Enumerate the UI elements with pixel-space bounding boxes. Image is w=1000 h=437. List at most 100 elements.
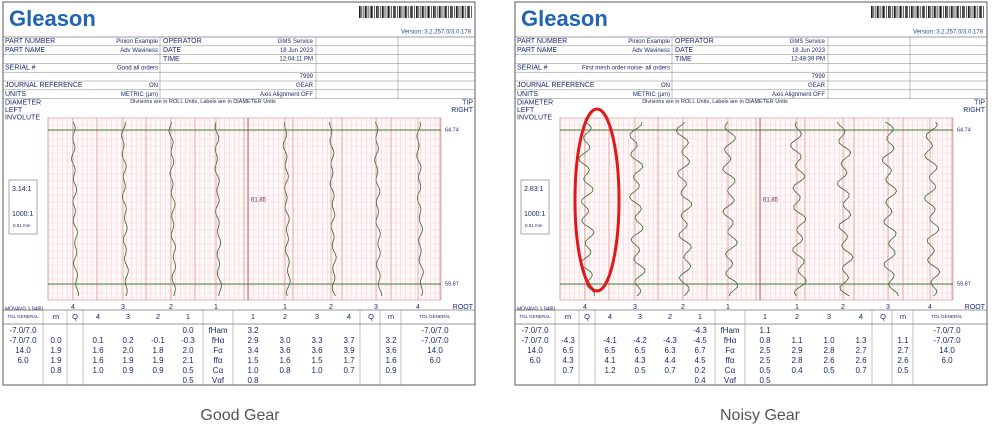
table-cell: 0.7 — [343, 366, 355, 375]
header-cell: DATE — [163, 47, 181, 54]
barcode-bar — [454, 6, 455, 18]
table-cell: 2.0 — [182, 346, 194, 355]
table-header: m — [53, 312, 59, 321]
header-cell: DATE — [675, 47, 693, 54]
barcode-bar — [412, 6, 413, 18]
barcode-bar — [971, 6, 973, 18]
table-cell: 0.5 — [634, 366, 646, 375]
version: Version :3.2.257.0/3.0.178 — [913, 30, 984, 36]
table-cell: 0.9 — [152, 366, 164, 375]
barcode-bar — [909, 6, 910, 18]
scale-box — [520, 179, 550, 235]
table-cell: 1.0 — [311, 366, 323, 375]
barcode-bar — [886, 6, 887, 18]
diameter-label: 64.74 — [957, 127, 971, 133]
logo: Gleason — [521, 6, 608, 31]
table-cell: 3.2 — [247, 326, 259, 335]
table-cell: -7.0/7.0 — [933, 336, 961, 345]
table-cell: 1.6 — [92, 346, 104, 355]
table-cell: -7.0/7.0 — [521, 326, 549, 335]
table-cell: 1.0 — [92, 366, 104, 375]
table-header: 3 — [315, 312, 319, 321]
barcode-bar — [918, 6, 920, 18]
tooth-label: 1 — [726, 304, 730, 311]
table-cell: -4.3 — [693, 326, 707, 335]
header-cell: First mesh order noise- all orders — [582, 65, 670, 71]
table-cell: -7.0/7.0 — [421, 326, 449, 335]
table-header: TOL GENERAL — [7, 314, 39, 319]
table-cell: 0.0 — [50, 336, 62, 345]
barcode-bar — [427, 6, 429, 18]
tooth-label: 2 — [841, 304, 845, 311]
barcode-bar — [463, 6, 465, 18]
barcode-bar — [956, 6, 959, 18]
header-cell: UNITS — [517, 91, 538, 98]
barcode-bar — [397, 6, 398, 18]
barcode-bar — [410, 6, 412, 18]
table-header: 2 — [283, 312, 287, 321]
barcode-bar — [975, 6, 977, 18]
barcode-bar — [406, 6, 408, 18]
tooth-label: 4 — [583, 304, 587, 311]
scale-box — [8, 179, 38, 235]
table-cell: 1.3 — [855, 336, 867, 345]
table-cell: 2.9 — [247, 336, 259, 345]
barcode-bar — [360, 6, 362, 18]
table-cell: Cα — [725, 366, 736, 375]
header-cell: 18 Jun 2023 — [280, 48, 314, 54]
tooth-label: 3 — [374, 304, 378, 311]
table-header: 2 — [795, 312, 799, 321]
axis-label: TIP — [974, 99, 985, 106]
header-cell: OPERATOR — [675, 38, 714, 45]
tooth-label: 3 — [633, 304, 637, 311]
barcode-bar — [905, 6, 907, 18]
table-cell: 0.7 — [664, 366, 676, 375]
barcode-bar — [891, 6, 893, 18]
table-cell: 1.0 — [823, 336, 835, 345]
header-cell: 7999 — [812, 74, 826, 80]
barcode-bar — [935, 6, 937, 18]
table-cell: 1.0 — [247, 366, 259, 375]
barcode-bar — [378, 6, 379, 18]
table-cell: 1.9 — [50, 346, 62, 355]
header-cell: Axis Alignment OFF — [772, 92, 825, 98]
report: Gleason Version :3.2.257.0/3.0.178 PART NU… — [2, 1, 476, 386]
table-cell: 3.7 — [343, 336, 355, 345]
table-cell: 0.5 — [823, 366, 835, 375]
table-cell: 4.3 — [634, 356, 646, 365]
barcode-bar — [969, 6, 971, 18]
barcode-bar — [910, 6, 913, 18]
table-cell: 0.7 — [855, 366, 867, 375]
table-cell: 1.1 — [897, 336, 909, 345]
table-cell: 6.5 — [634, 346, 646, 355]
tooth-label: 4 — [416, 304, 420, 311]
table-cell: ffα — [214, 356, 223, 365]
scale: 2.83:1 — [524, 186, 544, 193]
table-cell: fHα — [724, 336, 737, 345]
header-cell: JOURNAL REFERENCE — [517, 82, 595, 89]
barcode-bar — [459, 6, 461, 18]
table-cell: 0.1 — [92, 336, 104, 345]
root-label: ROOT — [453, 304, 474, 311]
tooth-label: 3 — [886, 304, 890, 311]
barcode-bar — [888, 6, 890, 18]
table-header: m — [565, 312, 571, 321]
table-cell: Fα — [725, 346, 735, 355]
barcode-bar — [973, 6, 976, 18]
barcode-bar — [890, 6, 891, 18]
barcode-bar — [977, 6, 979, 18]
table-cell: 1.8 — [152, 346, 164, 355]
table-cell: 1.9 — [122, 356, 134, 365]
profile-trace — [881, 121, 899, 297]
table-header: Q — [880, 312, 886, 321]
barcode-bar — [967, 6, 970, 18]
barcode-bar — [395, 6, 396, 18]
table-cell: 6.0 — [429, 356, 441, 365]
barcode-bar — [471, 6, 472, 18]
barcode-bar — [393, 6, 395, 18]
table-cell: 0.5 — [182, 366, 194, 375]
table-cell: -4.5 — [693, 336, 707, 345]
barcode-bar — [385, 6, 387, 18]
